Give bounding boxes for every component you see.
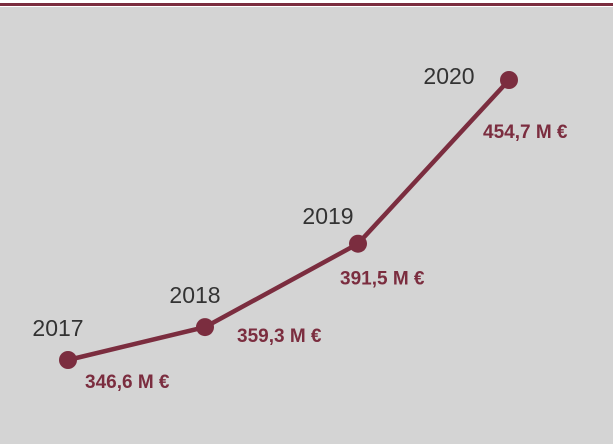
value-label: 391,5 M €	[340, 269, 425, 290]
line	[67, 78, 511, 363]
marker	[349, 234, 367, 253]
marker	[500, 71, 518, 89]
year-label: 2017	[32, 315, 83, 341]
value-label: 346,6 M €	[85, 372, 170, 393]
marker	[59, 351, 77, 369]
year-label: 2020	[423, 63, 474, 89]
top-rule	[0, 3, 613, 6]
value-label: 454,7 M €	[483, 122, 568, 143]
year-label: 2018	[169, 282, 220, 308]
marker	[196, 318, 214, 337]
year-label: 2019	[302, 203, 353, 229]
value-label: 359,3 M €	[237, 326, 322, 347]
